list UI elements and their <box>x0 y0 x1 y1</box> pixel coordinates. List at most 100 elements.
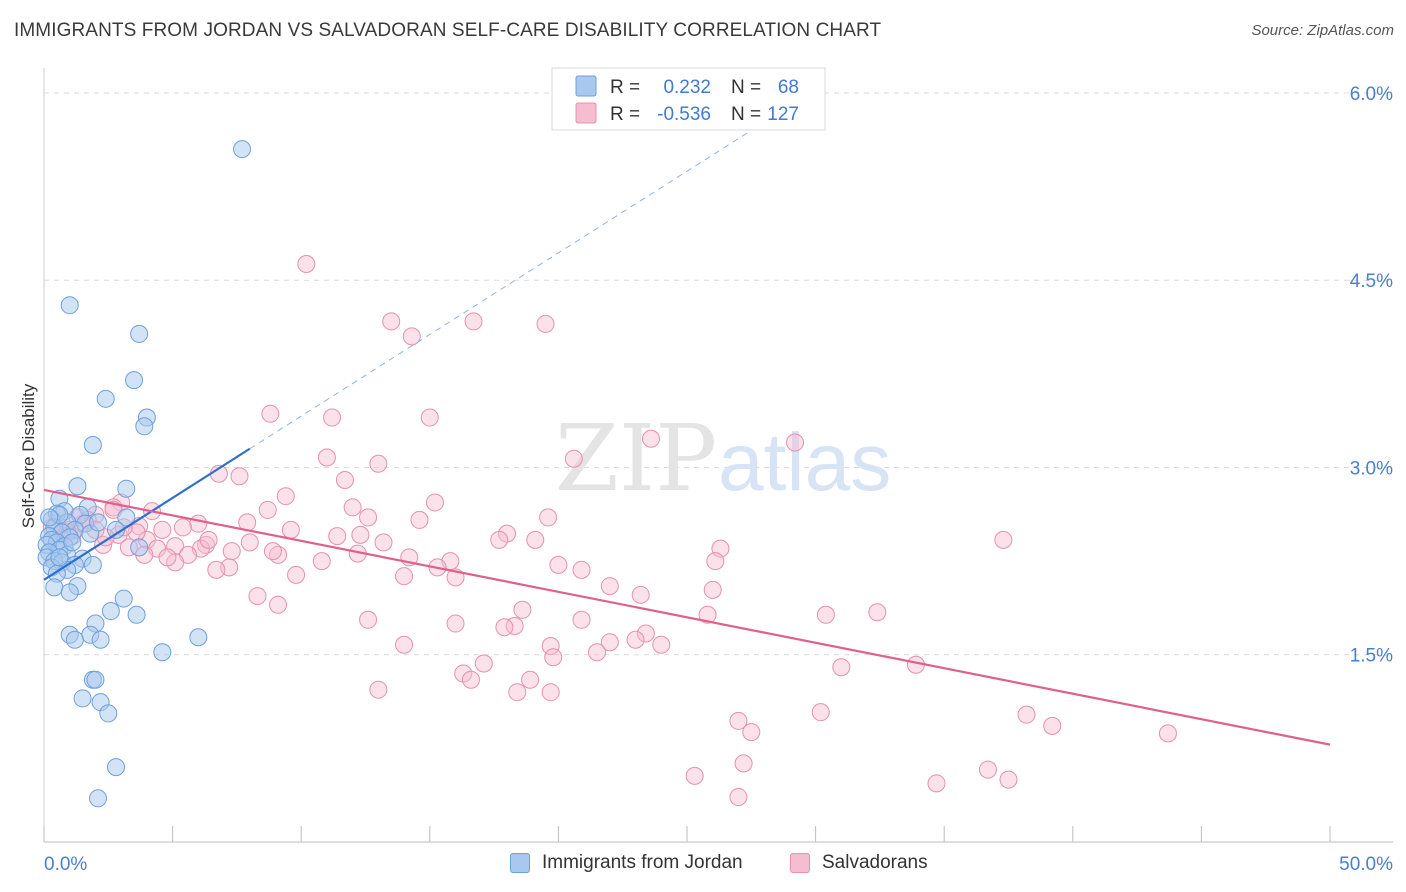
data-point-salvadorans <box>199 530 218 549</box>
data-point-salvadorans <box>359 610 378 629</box>
data-point-salvadorans <box>248 587 267 606</box>
data-point-salvadorans <box>317 448 336 467</box>
data-point-immigrants-from-jordan <box>189 628 208 647</box>
data-point-salvadorans <box>994 530 1013 549</box>
stats-n-label-1: N = <box>731 77 761 98</box>
data-point-salvadorans <box>240 533 259 552</box>
data-point-immigrants-from-jordan <box>89 513 108 532</box>
legend-swatch-pink <box>790 853 810 873</box>
legend-item-immigrants-from-jordan: Immigrants from Jordan <box>510 852 743 874</box>
source-label: Source: ZipAtlas.com <box>1251 22 1394 39</box>
data-point-immigrants-from-jordan <box>130 324 149 343</box>
data-point-salvadorans <box>395 635 414 654</box>
data-point-salvadorans <box>572 560 591 579</box>
data-point-salvadorans <box>402 327 421 346</box>
data-point-salvadorans <box>495 618 514 637</box>
data-point-immigrants-from-jordan <box>40 508 59 527</box>
data-point-salvadorans <box>425 493 444 512</box>
data-point-immigrants-from-jordan <box>117 508 136 527</box>
data-point-immigrants-from-jordan <box>60 583 79 602</box>
data-point-salvadorans <box>382 312 401 331</box>
data-point-immigrants-from-jordan <box>101 602 120 621</box>
stats-n-value-2: 127 <box>767 104 799 125</box>
grid-lines <box>44 92 1393 656</box>
data-point-salvadorans <box>734 754 753 773</box>
data-point-salvadorans <box>685 766 704 785</box>
y-tick-labels: 1.5% 3.0% 4.5% 6.0% <box>1350 84 1393 667</box>
trend-line-salvadorans <box>43 488 1331 746</box>
stats-n-value-1: 68 <box>778 77 799 98</box>
data-point-salvadorans <box>369 680 388 699</box>
data-point-salvadorans <box>276 487 295 506</box>
data-point-immigrants-from-jordan <box>107 758 126 777</box>
data-point-salvadorans <box>490 530 509 549</box>
data-point-immigrants-from-jordan <box>63 533 82 552</box>
data-point-salvadorans <box>564 449 583 468</box>
data-point-salvadorans <box>207 560 226 579</box>
data-point-salvadorans <box>539 508 558 527</box>
data-point-salvadorans <box>323 408 342 427</box>
data-point-salvadorans <box>359 508 378 527</box>
data-point-salvadorans <box>1043 716 1062 735</box>
series-immigrants-from-jordan <box>37 140 252 808</box>
data-point-immigrants-from-jordan <box>127 605 146 624</box>
data-point-salvadorans <box>1017 705 1036 724</box>
data-point-immigrants-from-jordan <box>91 630 110 649</box>
data-point-immigrants-from-jordan <box>114 589 133 608</box>
data-point-salvadorans <box>641 429 660 448</box>
data-point-salvadorans <box>513 600 532 619</box>
y-tick-label: 1.5% <box>1350 646 1393 667</box>
data-point-immigrants-from-jordan <box>89 789 108 808</box>
data-point-salvadorans <box>287 565 306 584</box>
data-point-salvadorans <box>335 470 354 489</box>
data-point-salvadorans <box>544 648 563 667</box>
data-point-salvadorans <box>631 585 650 604</box>
trend-line-jordan-extension <box>249 129 752 450</box>
data-point-salvadorans <box>328 527 347 546</box>
data-point-salvadorans <box>464 312 483 331</box>
x-tick-label-max: 50.0% <box>1339 854 1393 875</box>
series-salvadorans <box>42 254 1177 807</box>
legend-swatch-blue <box>510 853 530 873</box>
stats-r-value-1: 0.232 <box>663 77 711 98</box>
data-point-salvadorans <box>729 788 748 807</box>
stats-n-label-2: N = <box>731 104 761 125</box>
data-point-salvadorans <box>1158 724 1177 743</box>
data-point-salvadorans <box>706 552 725 571</box>
data-point-immigrants-from-jordan <box>96 389 115 408</box>
data-point-salvadorans <box>395 567 414 586</box>
y-axis-label: Self-Care Disability <box>19 383 38 528</box>
y-tick-label: 6.0% <box>1350 84 1393 105</box>
stats-legend: R = 0.232 N = 68 R = -0.536 N = 127 <box>551 67 826 131</box>
data-point-salvadorans <box>811 703 830 722</box>
data-point-salvadorans <box>261 404 280 423</box>
data-point-immigrants-from-jordan <box>50 548 69 567</box>
data-point-salvadorans <box>549 555 568 574</box>
data-point-immigrants-from-jordan <box>68 477 87 496</box>
y-tick-label: 4.5% <box>1350 271 1393 292</box>
data-point-salvadorans <box>269 595 288 614</box>
data-point-salvadorans <box>526 530 545 549</box>
data-point-immigrants-from-jordan <box>135 417 154 436</box>
data-point-salvadorans <box>729 711 748 730</box>
data-point-salvadorans <box>927 774 946 793</box>
stats-r-label-2: R = <box>610 104 640 125</box>
legend-label-salvadorans: Salvadorans <box>822 852 928 873</box>
data-point-immigrants-from-jordan <box>83 555 102 574</box>
data-point-salvadorans <box>703 580 722 599</box>
data-point-immigrants-from-jordan <box>125 371 144 390</box>
data-point-salvadorans <box>572 610 591 629</box>
data-point-salvadorans <box>600 633 619 652</box>
data-point-salvadorans <box>410 510 429 529</box>
data-point-salvadorans <box>978 760 997 779</box>
data-point-salvadorans <box>281 520 300 539</box>
data-point-salvadorans <box>343 498 362 517</box>
data-point-immigrants-from-jordan <box>117 479 136 498</box>
data-point-salvadorans <box>587 643 606 662</box>
data-point-salvadorans <box>258 500 277 519</box>
data-point-immigrants-from-jordan <box>130 538 149 557</box>
data-point-salvadorans <box>369 454 388 473</box>
data-point-salvadorans <box>541 637 560 656</box>
data-point-immigrants-from-jordan <box>233 140 252 159</box>
